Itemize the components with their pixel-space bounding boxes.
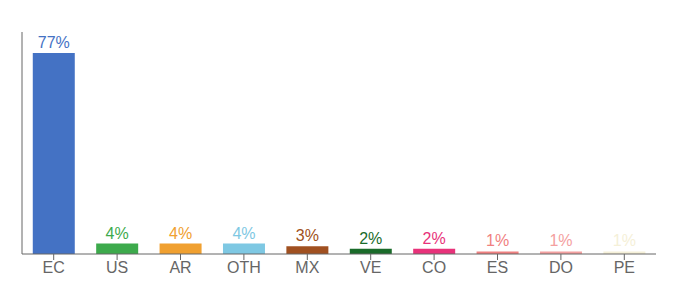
- svg-text:1%: 1%: [613, 232, 636, 249]
- svg-text:3%: 3%: [296, 227, 319, 244]
- svg-text:MX: MX: [295, 259, 319, 276]
- svg-text:77%: 77%: [38, 34, 70, 51]
- svg-text:EC: EC: [43, 259, 65, 276]
- svg-text:4%: 4%: [169, 225, 192, 242]
- svg-text:PE: PE: [614, 259, 635, 276]
- svg-text:CO: CO: [422, 259, 446, 276]
- svg-text:US: US: [106, 259, 128, 276]
- svg-text:ES: ES: [487, 259, 508, 276]
- svg-text:4%: 4%: [232, 225, 255, 242]
- svg-text:2%: 2%: [423, 230, 446, 247]
- svg-text:4%: 4%: [106, 225, 129, 242]
- svg-text:AR: AR: [169, 259, 191, 276]
- svg-text:OTH: OTH: [227, 259, 261, 276]
- svg-text:1%: 1%: [486, 232, 509, 249]
- svg-text:VE: VE: [360, 259, 381, 276]
- svg-text:2%: 2%: [359, 230, 382, 247]
- svg-text:DO: DO: [549, 259, 573, 276]
- svg-text:1%: 1%: [549, 232, 572, 249]
